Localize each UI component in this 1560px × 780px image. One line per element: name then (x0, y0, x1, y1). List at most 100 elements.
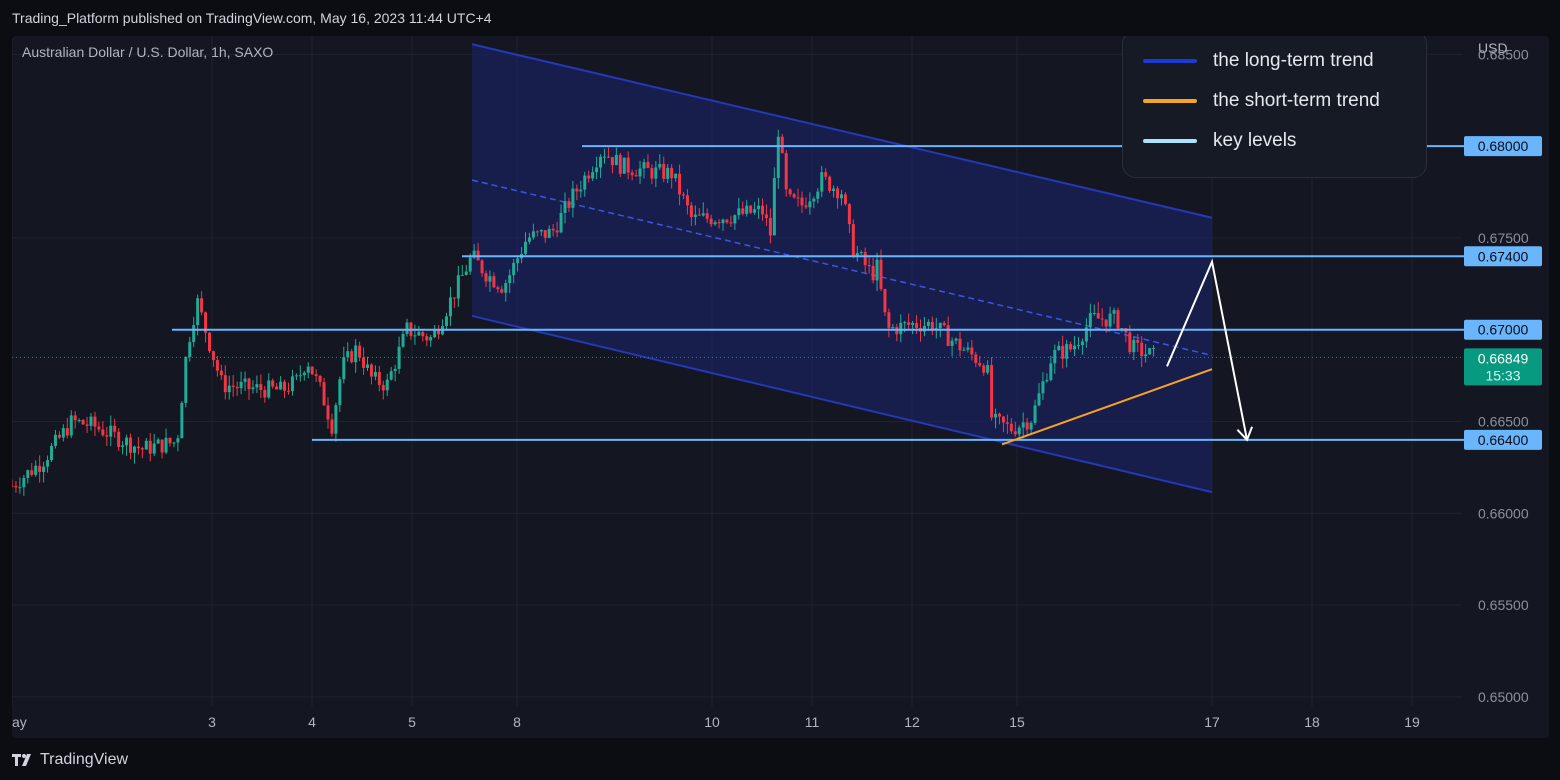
long-term-channel (471, 43, 1213, 494)
candle-body (843, 194, 847, 205)
candle-body (1053, 350, 1057, 364)
candle-body (358, 345, 362, 358)
candle-body (480, 260, 484, 274)
projection-path (1166, 258, 1248, 441)
candle-body (1112, 310, 1116, 314)
channel-upper-line (471, 43, 1213, 219)
candle-body (484, 273, 488, 282)
candle-body (239, 381, 243, 389)
candle-body (160, 439, 164, 453)
short-term-trend-line (1001, 368, 1213, 446)
candle-body (97, 426, 101, 430)
candle-body (899, 322, 903, 335)
candle-body (168, 437, 172, 444)
candle-body (204, 312, 208, 333)
candle-body (1148, 348, 1152, 355)
candle-body (994, 413, 998, 418)
candle-body (516, 258, 520, 263)
candle-body (796, 197, 800, 199)
legend-item-long-term: the long-term trend (1143, 48, 1374, 74)
key-level-tag-label: 0.67000 (1478, 322, 1529, 338)
candle-body (942, 322, 946, 326)
candle-body (42, 466, 46, 472)
candle-body (105, 435, 109, 437)
legend-swatch-long-term (1143, 59, 1197, 63)
candle-body (1120, 328, 1124, 330)
candle-body (816, 191, 820, 199)
candle-body (650, 168, 654, 179)
key-level-tag (1464, 429, 1542, 450)
candle-body (413, 335, 417, 337)
candlestick-series (12, 129, 1156, 496)
candle-body (512, 262, 516, 276)
candle-body (847, 204, 851, 225)
candle-body (488, 276, 492, 282)
candle-body (101, 429, 105, 436)
candle-body (1045, 379, 1049, 382)
candle-body (1069, 344, 1073, 350)
candle-body (875, 259, 879, 281)
candle-body (1073, 345, 1077, 350)
candle-body (614, 154, 618, 166)
time-axis: ay 3 4 5 8 10 11 12 15 17 18 19 (12, 714, 1420, 730)
y-tick-label: 0.68500 (1478, 46, 1529, 62)
candle-body (784, 153, 788, 190)
candle-body (306, 366, 310, 373)
candle-body (93, 416, 97, 427)
candle-body (741, 208, 745, 214)
candle-body (610, 157, 614, 166)
key-level-tag-label: 0.66400 (1478, 432, 1529, 448)
candle-body (468, 257, 472, 272)
candle-body (362, 357, 366, 368)
candle-body (547, 228, 551, 238)
candle-body (243, 378, 247, 382)
candle-body (437, 330, 441, 335)
candle-body (152, 443, 156, 454)
brand-label: TradingView (40, 751, 129, 768)
candle-body (302, 372, 306, 376)
legend-label: the long-term trend (1213, 50, 1374, 71)
candle-body (81, 419, 85, 425)
candle-body (275, 386, 279, 390)
candle-body (879, 259, 883, 290)
candle-body (883, 289, 887, 313)
candle-body (129, 437, 132, 453)
candle-body (753, 209, 757, 213)
candle-body (65, 428, 69, 436)
candle-body (1116, 310, 1120, 329)
candle-body (377, 372, 381, 385)
candle-body (642, 162, 646, 169)
candle-body (219, 370, 223, 376)
candle-body (622, 157, 626, 174)
candle-body (464, 271, 468, 275)
candle-body (646, 162, 650, 169)
candle-body (113, 425, 117, 432)
tradingview-brand[interactable]: TradingView (12, 751, 128, 769)
candle-body (417, 331, 421, 336)
candle-body (717, 222, 721, 224)
candle-body (599, 156, 603, 168)
candle-body (840, 194, 843, 199)
candle-body (259, 384, 263, 391)
candle-body (314, 374, 318, 376)
chart-frame[interactable]: USD 0.68500 0.67500 0.66500 0.66000 0.65500 0.… (12, 36, 1549, 738)
candle-body (603, 156, 606, 158)
candle-body (1092, 313, 1096, 315)
candle-body (871, 265, 875, 281)
candle-body (804, 205, 808, 208)
projection-arrowhead (1236, 426, 1254, 442)
candle-body (452, 297, 456, 299)
candle-body (761, 205, 764, 215)
candle-body (1057, 345, 1061, 351)
candle-body (188, 342, 192, 358)
candle-body (433, 330, 437, 338)
candle-body (867, 265, 871, 267)
candle-body (950, 340, 954, 346)
candle-body (1041, 381, 1045, 394)
candle-body (658, 163, 662, 168)
candle-body (318, 375, 322, 383)
candle-body (535, 231, 539, 233)
candle-body (445, 316, 448, 327)
